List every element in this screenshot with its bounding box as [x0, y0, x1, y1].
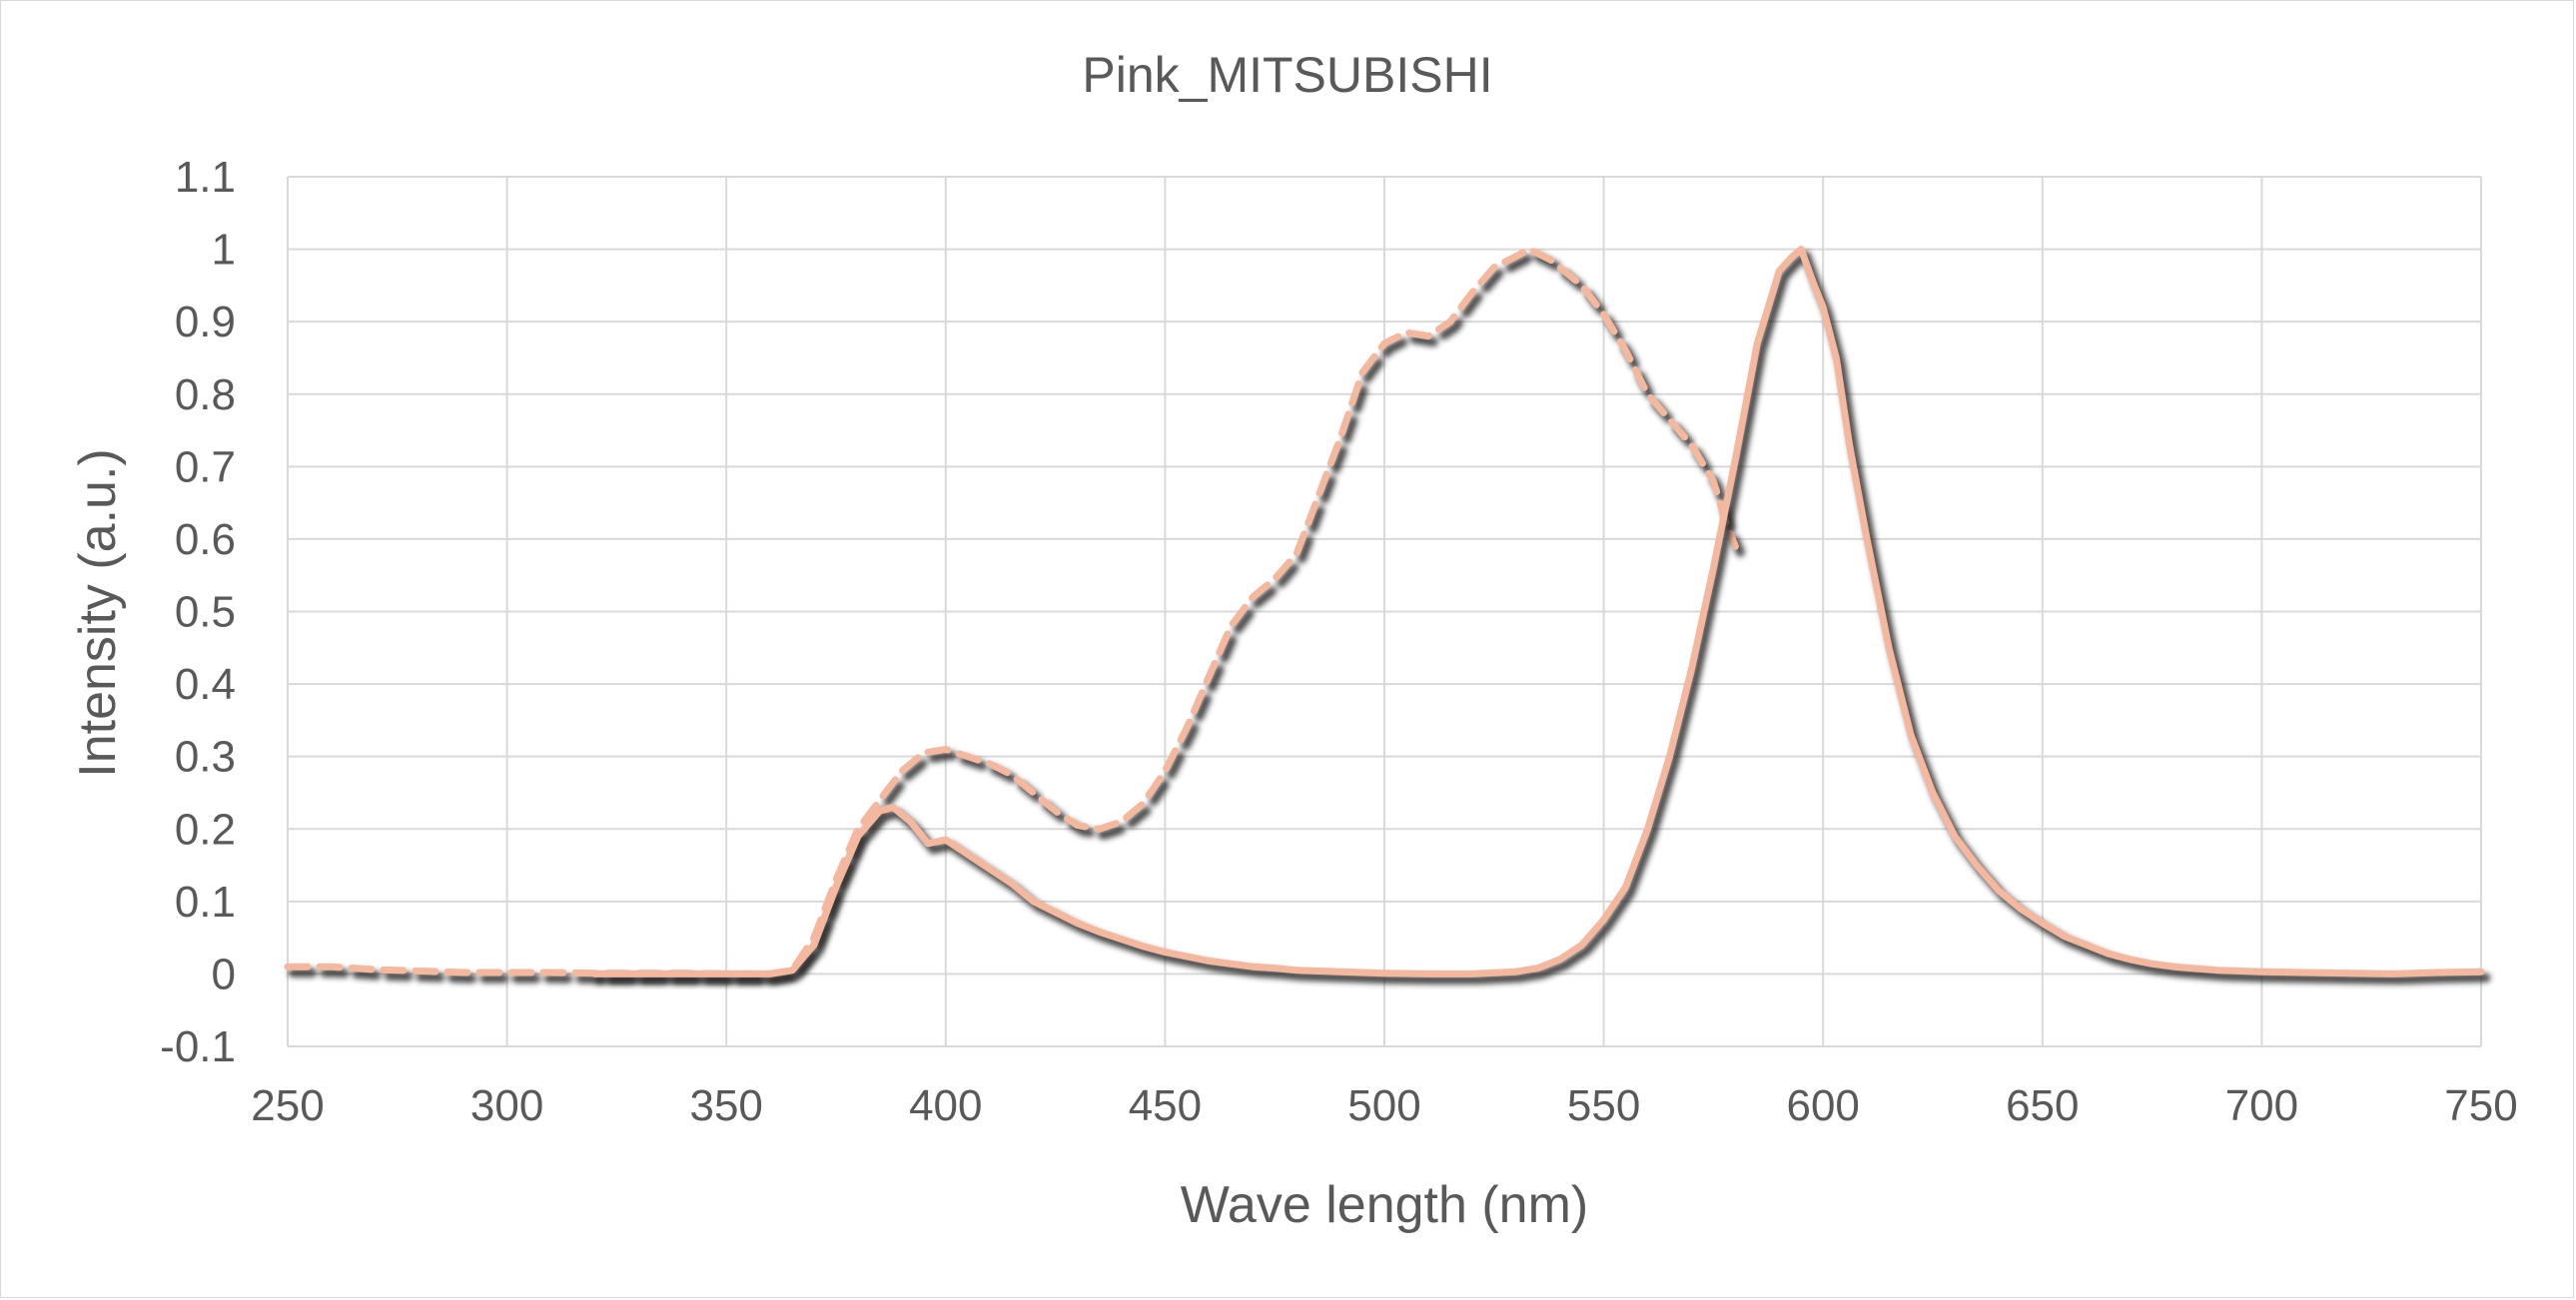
series-1-line	[284, 246, 1739, 977]
tick-labels: -0.1 0 0.1 0.2 0.3 0.4 0.5 0.6 0.7 0.8 0.9 1 1.1 250 3…	[160, 153, 2518, 1130]
y-tick-label: 0.2	[175, 805, 236, 854]
gridlines	[287, 176, 2482, 1047]
x-tick-label: 650	[2006, 1081, 2079, 1130]
x-tick-label: 250	[251, 1081, 324, 1130]
x-tick-label: 500	[1347, 1081, 1420, 1130]
series-2-line	[590, 246, 2485, 977]
y-tick-label: -0.1	[160, 1022, 236, 1071]
x-axis-label: Wave length (nm)	[1181, 1176, 1588, 1234]
x-tick-label: 350	[689, 1081, 762, 1130]
y-tick-label: 0.3	[175, 733, 236, 782]
chart-title: Pink_MITSUBISHI	[1082, 47, 1492, 103]
y-tick-label: 1	[212, 226, 236, 275]
x-tick-label: 750	[2444, 1081, 2517, 1130]
y-tick-label: 0	[212, 950, 236, 998]
x-tick-label: 550	[1567, 1081, 1640, 1130]
plot-series	[284, 246, 2491, 984]
x-tick-label: 700	[2225, 1081, 2298, 1130]
y-tick-label: 0.7	[175, 442, 236, 491]
x-tick-label: 300	[470, 1081, 543, 1130]
y-tick-label: 0.4	[175, 660, 236, 709]
y-tick-label: 0.8	[175, 370, 236, 419]
y-tick-label: 1.1	[175, 153, 236, 202]
x-tick-label: 600	[1786, 1081, 1859, 1130]
series-2-shadow	[594, 251, 2491, 984]
y-tick-label: 0.6	[175, 515, 236, 564]
y-tick-label: 0.5	[175, 588, 236, 637]
y-axis-label: Intensity (a.u.)	[69, 448, 127, 777]
y-tick-label: 0.1	[175, 878, 236, 927]
x-tick-label: 400	[909, 1081, 982, 1130]
y-tick-label: 0.9	[175, 298, 236, 346]
x-tick-label: 450	[1129, 1081, 1202, 1130]
series-1-shadow	[288, 251, 1745, 984]
